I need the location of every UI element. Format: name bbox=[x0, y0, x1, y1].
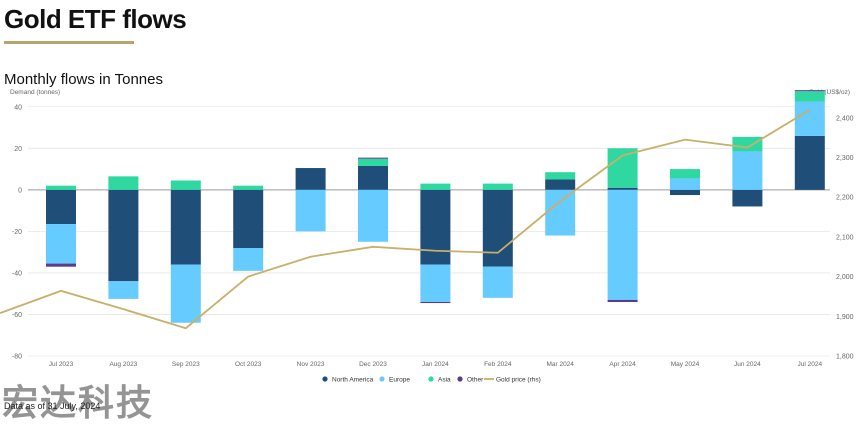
y2-tick-label: 1,800 bbox=[836, 354, 854, 361]
bar-europe bbox=[295, 189, 326, 232]
x-tick-label: Oct 2023 bbox=[235, 361, 262, 368]
bar-north-america bbox=[545, 179, 576, 190]
title-underline bbox=[4, 41, 134, 44]
y2-axis-title: Gold (US$/oz) bbox=[809, 89, 850, 96]
bar-other bbox=[607, 299, 638, 302]
bar-asia bbox=[358, 158, 388, 166]
bar-asia bbox=[233, 185, 264, 190]
data-as-of-note: Data as of 31 July, 2024 bbox=[4, 401, 101, 411]
bar-north-america bbox=[233, 189, 264, 248]
bar-europe bbox=[607, 189, 638, 300]
bar-north-america bbox=[607, 187, 638, 190]
bar-asia bbox=[670, 169, 700, 179]
legend-label: Other bbox=[467, 376, 484, 383]
bar-europe bbox=[670, 178, 700, 190]
y-tick-label: -40 bbox=[12, 270, 22, 277]
bar-north-america bbox=[732, 189, 763, 207]
bar-north-america bbox=[358, 165, 388, 190]
y-tick-label: -80 bbox=[12, 354, 22, 361]
bar-europe bbox=[794, 101, 825, 136]
bar-north-america bbox=[170, 189, 201, 265]
bar-europe bbox=[233, 248, 264, 271]
bar-north-america bbox=[46, 189, 76, 225]
bar-asia bbox=[170, 180, 201, 190]
x-tick-label: Sep 2023 bbox=[172, 361, 200, 368]
watermark-text: 宏达科技 bbox=[2, 383, 155, 424]
bar-europe bbox=[732, 151, 763, 190]
gold-price-line bbox=[0, 109, 811, 330]
page-title: Gold ETF flows bbox=[4, 4, 187, 34]
x-tick-label: Jul 2024 bbox=[798, 361, 823, 368]
bar-other bbox=[420, 302, 451, 304]
x-tick-label: Jun 2024 bbox=[734, 361, 761, 368]
y-tick-label: -60 bbox=[12, 312, 22, 319]
x-tick-label: Dec 2023 bbox=[359, 361, 387, 368]
bar-asia bbox=[108, 176, 139, 190]
bar-europe bbox=[358, 189, 388, 242]
y2-tick-label: 1,900 bbox=[836, 314, 854, 321]
bar-asia bbox=[794, 91, 825, 102]
x-tick-label: Jan 2024 bbox=[422, 361, 449, 368]
legend-swatch bbox=[322, 376, 328, 382]
y2-tick-label: 2,200 bbox=[836, 195, 854, 202]
legend-swatch bbox=[379, 376, 385, 382]
bar-north-america bbox=[670, 189, 700, 196]
bar-europe bbox=[46, 224, 76, 264]
bar-other bbox=[46, 263, 76, 267]
legend-label: Europe bbox=[389, 376, 410, 383]
y-tick-label: 0 bbox=[18, 187, 22, 194]
bar-asia bbox=[732, 136, 763, 152]
bar-north-america bbox=[108, 189, 139, 282]
x-tick-label: May 2024 bbox=[671, 361, 700, 368]
y2-tick-label: 2,100 bbox=[836, 234, 854, 241]
y2-tick-label: 2,300 bbox=[836, 155, 854, 162]
bar-north-america bbox=[420, 189, 451, 265]
x-tick-label: Apr 2024 bbox=[609, 361, 636, 368]
bar-other bbox=[794, 90, 825, 92]
bar-asia bbox=[46, 185, 76, 190]
bar-other bbox=[358, 157, 388, 159]
y-tick-label: 20 bbox=[14, 146, 22, 153]
legend-label: North America bbox=[332, 376, 374, 383]
y-axis-title: Demand (tonnes) bbox=[10, 89, 60, 96]
y2-tick-label: 2,400 bbox=[836, 115, 854, 122]
y-tick-label: -20 bbox=[12, 229, 22, 236]
legend-swatch bbox=[428, 376, 434, 382]
bar-north-america bbox=[794, 135, 825, 190]
chart-subtitle: Monthly flows in Tonnes bbox=[4, 71, 163, 88]
bar-asia bbox=[545, 172, 576, 180]
y-tick-label: 40 bbox=[14, 104, 22, 111]
bar-europe bbox=[420, 264, 451, 302]
x-tick-label: Aug 2023 bbox=[109, 361, 137, 368]
x-tick-label: Nov 2023 bbox=[297, 361, 325, 368]
x-tick-label: Feb 2024 bbox=[484, 361, 512, 368]
y2-tick-label: 2,000 bbox=[836, 274, 854, 281]
bar-asia bbox=[482, 183, 513, 190]
gold-etf-flows-chart: Demand (tonnes) Gold (US$/oz) -80 -60 -40 -20… bbox=[0, 89, 854, 383]
bar-north-america bbox=[295, 168, 326, 190]
bar-europe bbox=[170, 264, 201, 323]
legend-label: Gold price (rhs) bbox=[496, 376, 541, 383]
legend-label: Asia bbox=[438, 376, 451, 383]
bar-north-america bbox=[482, 189, 513, 267]
legend-swatch bbox=[457, 376, 463, 382]
bar-asia bbox=[607, 148, 638, 188]
x-tick-label: Mar 2024 bbox=[546, 361, 574, 368]
bar-europe bbox=[108, 281, 139, 299]
x-tick-label: Jul 2023 bbox=[49, 361, 74, 368]
bar-europe bbox=[545, 189, 576, 236]
bar-asia bbox=[420, 183, 451, 190]
bar-europe bbox=[482, 266, 513, 298]
